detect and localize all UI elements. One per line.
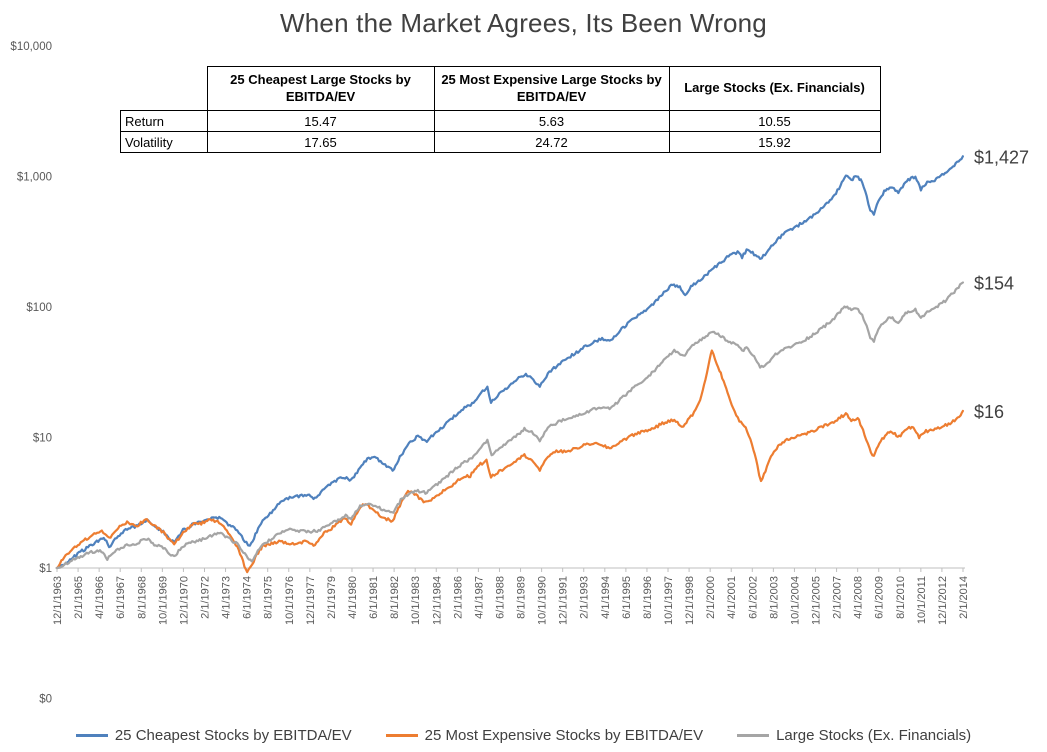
legend-label-cheapest: 25 Cheapest Stocks by EBITDA/EV	[114, 727, 352, 744]
y-axis-label: $1,000	[17, 172, 52, 184]
x-axis-label: 10/1/2004	[789, 576, 801, 625]
series-line-0	[55, 155, 965, 570]
x-axis-label: 8/1/1975	[263, 576, 275, 619]
volatility-cheapest-value: 17.65	[206, 131, 435, 153]
x-axis-label: 4/1/1980	[347, 576, 359, 619]
x-axis-label: 2/1/1972	[199, 576, 211, 619]
y-axis-label: $100	[26, 302, 52, 314]
x-axis-label: 6/1/1981	[368, 576, 380, 619]
legend-line-sample-large	[737, 734, 770, 737]
table-header-cheapest: 25 Cheapest Large Stocks by EBITDA/EV	[206, 66, 435, 111]
stats-table: 25 Cheapest Large Stocks by EBITDA/EV 25…	[120, 66, 881, 153]
series-line-1	[55, 349, 965, 574]
table-row-volatility: Volatility 17.65 24.72 15.92	[120, 131, 881, 153]
x-axis-label: 2/1/1993	[579, 576, 591, 619]
legend-label-expensive: 25 Most Expensive Stocks by EBITDA/EV	[424, 727, 704, 744]
x-axis-label: 4/1/1987	[473, 576, 485, 619]
legend-label-large: Large Stocks (Ex. Financials)	[776, 727, 972, 744]
x-axis-label: 8/1/1996	[642, 576, 654, 619]
x-axis-label: 2/1/2007	[832, 576, 844, 619]
x-axis-label: 12/1/1998	[684, 576, 696, 625]
chart-legend: 25 Cheapest Stocks by EBITDA/EV 25 Most …	[0, 727, 1047, 744]
x-axis-label: 6/1/2009	[874, 576, 886, 619]
legend-item-cheapest: 25 Cheapest Stocks by EBITDA/EV	[75, 727, 352, 744]
legend-item-expensive: 25 Most Expensive Stocks by EBITDA/EV	[385, 727, 704, 744]
table-header-expensive: 25 Most Expensive Large Stocks by EBITDA…	[433, 66, 670, 111]
y-axis-label: $10	[33, 433, 52, 445]
x-axis-label: 6/1/1967	[115, 576, 127, 619]
row-label-return: Return	[120, 110, 208, 132]
table-header-large: Large Stocks (Ex. Financials)	[668, 66, 881, 111]
return-cheapest-value: 15.47	[206, 110, 435, 132]
legend-line-sample-expensive	[385, 734, 418, 737]
x-axis-label: 10/1/1983	[410, 576, 422, 625]
x-axis-label: 12/1/2005	[811, 576, 823, 625]
x-axis-label: 10/1/1969	[157, 576, 169, 625]
x-axis-label: 6/1/1988	[494, 576, 506, 619]
x-axis-label: 6/1/2002	[747, 576, 759, 619]
x-axis-label: 10/1/1997	[663, 576, 675, 625]
x-axis-label: 4/1/2001	[726, 576, 738, 619]
return-expensive-value: 5.63	[433, 110, 670, 132]
y-axis-label: $1	[39, 563, 52, 575]
x-axis-label: 10/1/2011	[916, 576, 928, 624]
x-axis-label: 2/1/1979	[326, 576, 338, 619]
x-axis-label: 2/1/1965	[73, 576, 85, 619]
table-blank-cell	[121, 67, 208, 111]
x-axis-label: 8/1/1968	[136, 576, 148, 619]
volatility-large-value: 15.92	[668, 131, 881, 153]
row-label-volatility: Volatility	[120, 131, 208, 153]
x-axis-label: 10/1/1990	[537, 576, 549, 625]
legend-line-sample-cheapest	[75, 734, 108, 737]
series-end-label-2: $154	[974, 274, 1014, 294]
y-axis-label: $0	[39, 694, 52, 706]
y-axis-label: $10,000	[10, 41, 52, 53]
chart-title: When the Market Agrees, Its Been Wrong	[280, 8, 767, 38]
x-axis-label: 12/1/2012	[937, 576, 949, 625]
x-axis-label: 4/1/1966	[94, 576, 106, 619]
x-axis-label: 10/1/1976	[284, 576, 296, 625]
series-end-label-0: $1,427	[974, 147, 1029, 167]
x-axis-label: 2/1/1986	[452, 576, 464, 619]
x-axis-label: 6/1/1995	[621, 576, 633, 619]
return-large-value: 10.55	[668, 110, 881, 132]
x-axis-label: 12/1/1977	[305, 576, 317, 625]
table-row-return: Return 15.47 5.63 10.55	[120, 110, 881, 132]
x-axis-label: 8/1/2003	[768, 576, 780, 619]
x-axis-label: 12/1/1984	[431, 576, 443, 625]
series-end-label-1: $16	[974, 402, 1004, 422]
legend-item-large: Large Stocks (Ex. Financials)	[737, 727, 971, 744]
x-axis-label: 12/1/1970	[178, 576, 190, 625]
x-axis-label: 8/1/1989	[516, 576, 528, 619]
x-axis-label: 2/1/2014	[958, 576, 970, 619]
x-axis-label: 6/1/1974	[242, 576, 254, 619]
x-axis-label: 8/1/1982	[389, 576, 401, 619]
x-axis-label: 2/1/2000	[705, 576, 717, 619]
x-axis-label: 8/1/2010	[895, 576, 907, 619]
series-line-2	[55, 281, 965, 570]
x-axis-label: 12/1/1991	[558, 576, 570, 625]
volatility-expensive-value: 24.72	[433, 131, 670, 153]
x-axis-label: 4/1/1994	[600, 576, 612, 619]
x-axis-label: 12/1/1963	[52, 576, 64, 625]
x-axis-label: 4/1/1973	[221, 576, 233, 619]
x-axis-label: 4/1/2008	[853, 576, 865, 619]
